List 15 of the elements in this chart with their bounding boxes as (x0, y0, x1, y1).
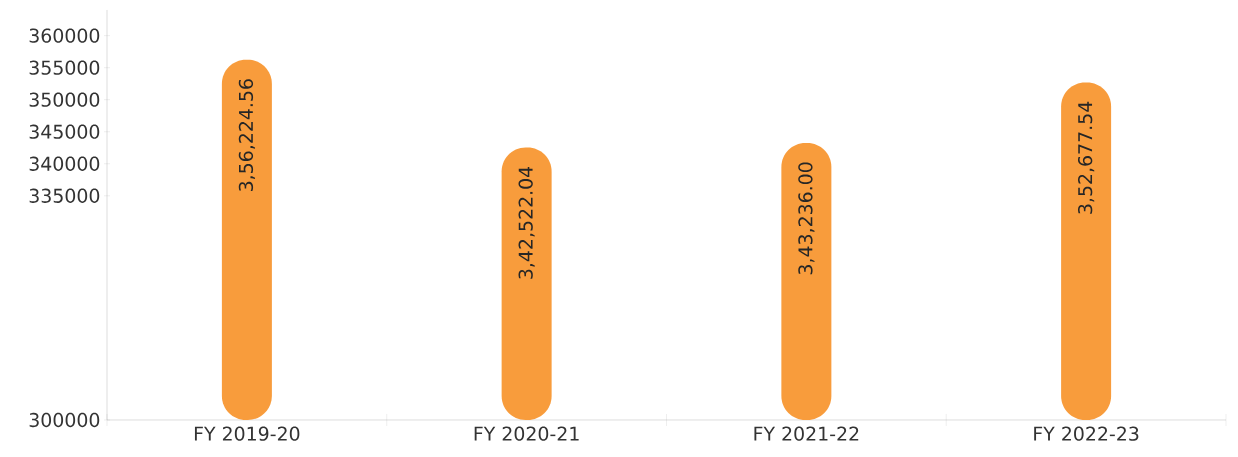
y-tick-label: 355000 (29, 60, 100, 75)
x-tick-label: FY 2020-21 (474, 426, 579, 441)
x-tick-label: FY 2022-23 (1034, 426, 1139, 441)
y-tick-label: 350000 (29, 92, 100, 107)
y-tick-label: 300000 (29, 412, 100, 428)
y-tick-label: 340000 (29, 156, 100, 171)
y-tick-label: 335000 (29, 188, 100, 203)
data-label: 3,43,236.00 (798, 162, 815, 275)
data-label: 3,56,224.56 (238, 79, 256, 191)
data-label: 3,52,677.54 (1077, 101, 1095, 214)
y-tick-label: 360000 (29, 28, 100, 43)
data-label: 3,42,522.04 (518, 166, 535, 279)
x-tick-label: FY 2021-22 (754, 426, 859, 441)
y-tick-label: 345000 (29, 124, 100, 139)
x-tick-label: FY 2019-20 (194, 426, 300, 441)
